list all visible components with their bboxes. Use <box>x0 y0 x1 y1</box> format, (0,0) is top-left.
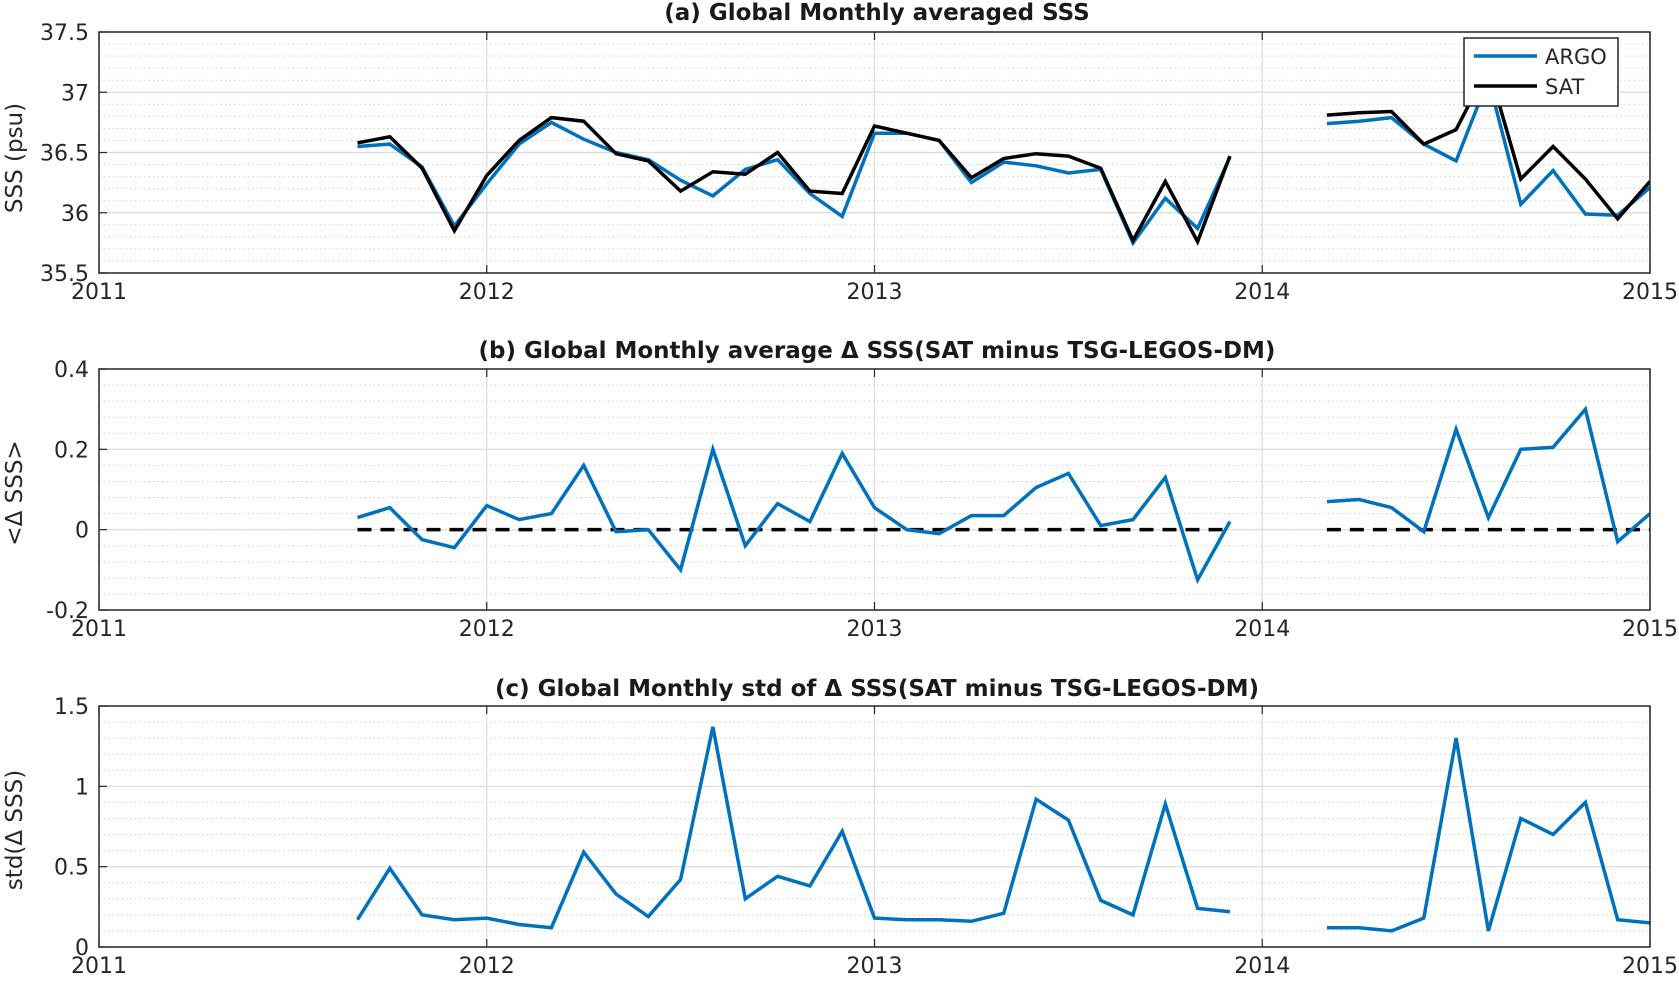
axes-box <box>98 705 1651 948</box>
panel-b-ylabel: <Δ SSS> <box>2 440 28 545</box>
y-tick-label: 0.5 <box>54 856 89 881</box>
legend: ARGO SAT <box>1463 37 1619 107</box>
x-tick-label: 2015 <box>1622 954 1678 979</box>
panel-c: (c) Global Monthly std of Δ SSS(SAT minu… <box>2 676 1678 979</box>
x-tick-label: 2014 <box>1234 617 1290 642</box>
series-line <box>356 405 1650 585</box>
x-tick-label: 2013 <box>847 617 903 642</box>
x-tick-label: 2012 <box>459 954 515 979</box>
axes-box <box>98 368 1651 611</box>
x-tick-label: 2014 <box>1234 954 1290 979</box>
y-tick-label: 37.5 <box>40 21 89 46</box>
x-tick-label: 2014 <box>1234 280 1290 305</box>
panel-b: (b) Global Monthly average Δ SSS(SAT min… <box>2 338 1678 642</box>
legend-sat-label: SAT <box>1545 75 1584 99</box>
panel-a-ylabel: SSS (psu) <box>2 103 28 213</box>
y-tick-label: 36 <box>61 202 89 227</box>
x-tick-label: 2015 <box>1622 280 1678 305</box>
y-tick-label: 1 <box>75 775 89 800</box>
panel-c-plot: 0 0.5 1 1.5 2011 2012 2013 2014 2015 <box>54 695 1678 979</box>
x-tick-label: 2011 <box>71 954 127 979</box>
y-tick-label: 0.2 <box>54 438 89 463</box>
y-tick-label: 0 <box>75 519 89 544</box>
x-tick-label: 2012 <box>459 280 515 305</box>
y-tick-label: 37 <box>61 81 89 106</box>
y-tick-label: 0.4 <box>54 358 89 383</box>
axes-box <box>98 31 1651 274</box>
y-tick-label: 35.5 <box>40 262 89 287</box>
x-tick-label: 2015 <box>1622 617 1678 642</box>
legend-box <box>1463 37 1619 107</box>
panel-b-plot: -0.2 0 0.2 0.4 2011 2012 2013 2014 2015 <box>46 358 1678 642</box>
panel-a-title: (a) Global Monthly averaged SSS <box>664 0 1089 26</box>
legend-argo-label: ARGO <box>1545 45 1607 69</box>
x-tick-label: 2013 <box>847 280 903 305</box>
panel-c-title: (c) Global Monthly std of Δ SSS(SAT minu… <box>495 676 1259 702</box>
y-tick-label: 36.5 <box>40 142 89 167</box>
series-line <box>356 726 1650 933</box>
x-tick-label: 2013 <box>847 954 903 979</box>
panel-a: (a) Global Monthly averaged SSS SSS (psu… <box>2 0 1678 305</box>
panel-c-ylabel: std(Δ SSS) <box>2 770 28 890</box>
x-tick-label: 2011 <box>71 617 127 642</box>
x-tick-label: 2012 <box>459 617 515 642</box>
x-tick-label: 2011 <box>71 280 127 305</box>
panel-a-plot: 35.5 36 36.5 37 37.5 2011 2012 2013 2014 2015 <box>40 21 1678 305</box>
panel-b-title: (b) Global Monthly average Δ SSS(SAT min… <box>479 338 1276 364</box>
y-tick-label: 1.5 <box>54 695 89 720</box>
y-tick-label: 0 <box>75 936 89 961</box>
y-tick-label: -0.2 <box>46 599 89 624</box>
